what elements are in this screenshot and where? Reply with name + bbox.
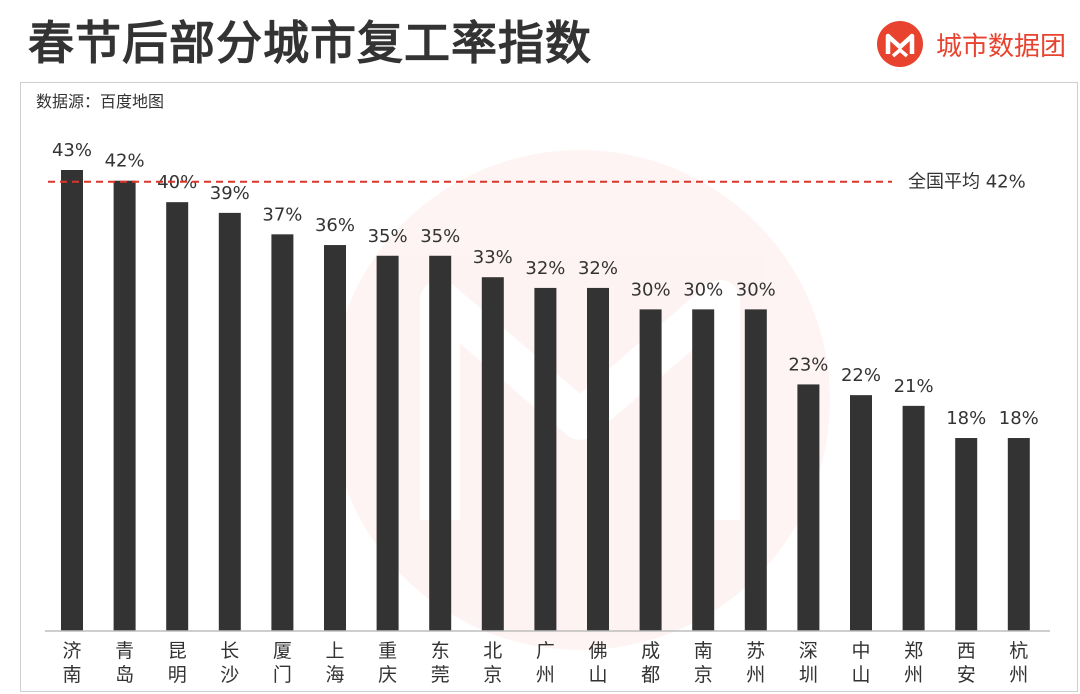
average-reference-label: 全国平均 42% (908, 172, 1026, 193)
bar (376, 255, 399, 631)
bar (271, 234, 294, 632)
bar (1007, 438, 1030, 631)
category-label: 西安 (957, 640, 976, 686)
brand-logo-group: 城市数据团 (876, 18, 1066, 70)
bar (955, 438, 978, 631)
bar (429, 255, 452, 631)
value-label: 30% (736, 279, 776, 300)
value-label: 35% (420, 226, 460, 247)
value-label: 18% (999, 408, 1039, 429)
value-label: 30% (631, 279, 671, 300)
data-source-label: 数据源：百度地图 (36, 92, 165, 111)
category-label: 中山 (851, 640, 870, 686)
value-label: 40% (157, 172, 197, 193)
category-label: 广州 (536, 640, 555, 686)
value-label: 22% (841, 365, 881, 386)
bar (113, 180, 136, 631)
bar (218, 212, 241, 631)
value-label: 36% (315, 215, 355, 236)
bar (324, 245, 346, 631)
chart-title: 春节后部分城市复工率指数 (28, 16, 592, 70)
category-label: 北京 (483, 640, 502, 686)
category-label: 重庆 (378, 640, 397, 686)
category-label: 郑州 (904, 640, 923, 686)
value-label: 43% (52, 140, 92, 161)
value-label: 32% (525, 258, 565, 279)
brand-name: 城市数据团 (936, 31, 1067, 62)
category-label: 昆明 (168, 640, 187, 686)
bar (166, 202, 189, 632)
category-label: 东莞 (431, 640, 450, 686)
value-label: 35% (368, 226, 408, 247)
bar (481, 277, 504, 631)
value-label: 37% (262, 204, 302, 225)
value-label: 30% (683, 279, 723, 300)
value-label: 39% (210, 183, 250, 204)
category-label: 青岛 (115, 640, 134, 686)
category-label: 厦门 (273, 640, 292, 686)
category-label: 南京 (694, 640, 713, 686)
bar (534, 287, 557, 631)
value-label: 32% (578, 258, 618, 279)
category-label: 济南 (62, 640, 81, 686)
value-label: 33% (473, 247, 513, 268)
bar (692, 309, 715, 631)
bar (744, 309, 767, 631)
category-label: 杭州 (1009, 640, 1028, 686)
value-label: 42% (105, 151, 145, 172)
category-label: 成都 (641, 640, 660, 686)
bar (61, 170, 83, 631)
value-label: 18% (946, 408, 986, 429)
category-label: 佛山 (588, 640, 607, 686)
category-label: 苏州 (746, 640, 765, 686)
value-label: 21% (894, 376, 934, 397)
value-label: 23% (788, 354, 828, 375)
category-label: 长沙 (220, 640, 239, 686)
bar (639, 309, 662, 631)
category-label: 深圳 (799, 640, 818, 686)
bar (587, 287, 609, 631)
bar (797, 384, 820, 631)
bar (850, 395, 872, 631)
brand-logo-icon (877, 21, 923, 67)
category-label: 上海 (325, 640, 344, 686)
bar (902, 405, 925, 631)
